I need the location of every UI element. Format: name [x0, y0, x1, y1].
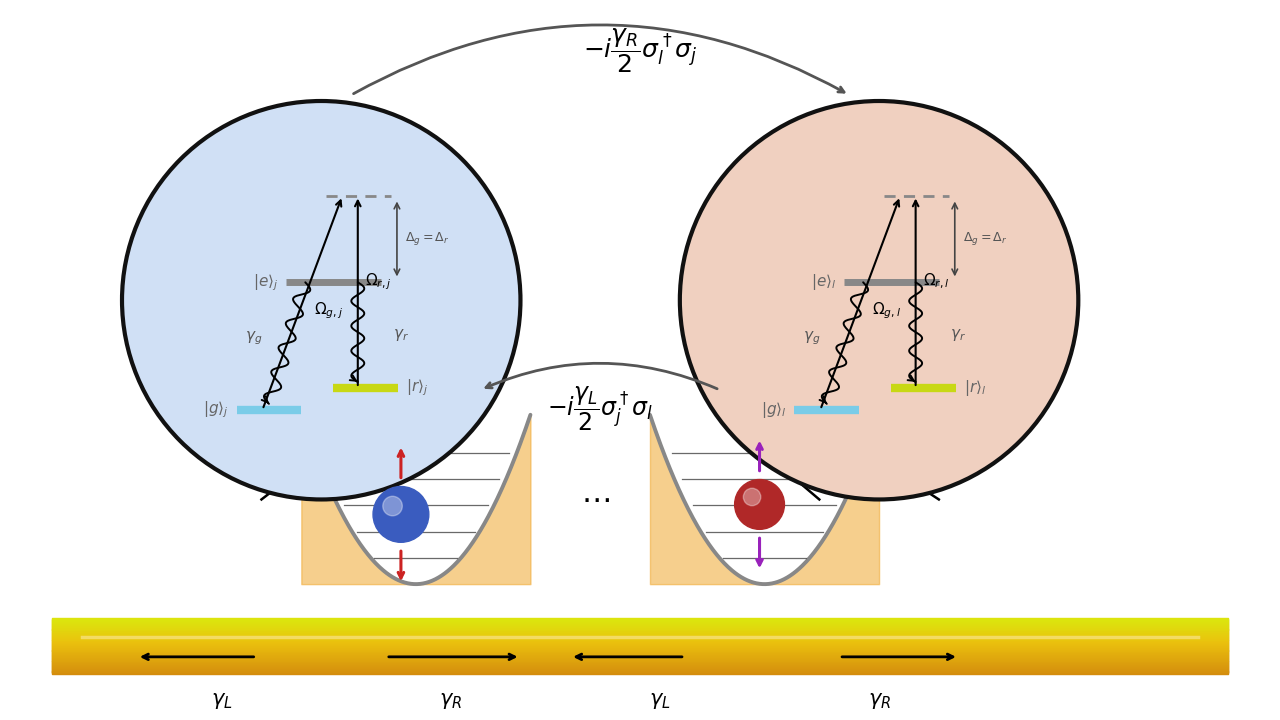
Text: $|e\rangle_l$: $|e\rangle_l$ — [810, 272, 836, 292]
Text: $|r\rangle_l$: $|r\rangle_l$ — [964, 378, 986, 398]
Text: $-i\dfrac{\gamma_R}{2}\sigma_l^\dagger \sigma_j$: $-i\dfrac{\gamma_R}{2}\sigma_l^\dagger \… — [582, 27, 698, 75]
Text: $\Omega_{g,j}$: $\Omega_{g,j}$ — [315, 300, 343, 321]
Text: $\gamma_g$: $\gamma_g$ — [803, 329, 820, 347]
Text: $\gamma_L$: $\gamma_L$ — [211, 690, 233, 711]
Text: $|e\rangle_j$: $|e\rangle_j$ — [253, 272, 279, 292]
Text: $\gamma_r$: $\gamma_r$ — [393, 327, 408, 343]
Text: $\Omega_{g,l}$: $\Omega_{g,l}$ — [872, 300, 901, 321]
Text: $\gamma_r$: $\gamma_r$ — [951, 327, 966, 343]
Text: $\Delta_g=\Delta_r$: $\Delta_g=\Delta_r$ — [404, 230, 449, 248]
Circle shape — [744, 488, 760, 505]
Text: $|g\rangle_l$: $|g\rangle_l$ — [760, 400, 786, 420]
Text: $\gamma_L$: $\gamma_L$ — [649, 690, 671, 711]
Text: $\Omega_{r,l}$: $\Omega_{r,l}$ — [923, 272, 950, 292]
Text: $\gamma_g$: $\gamma_g$ — [244, 329, 262, 347]
Text: $\gamma_R$: $\gamma_R$ — [868, 690, 891, 711]
Circle shape — [122, 101, 521, 500]
Circle shape — [372, 487, 429, 542]
Text: $-i\dfrac{\gamma_L}{2}\sigma_j^\dagger \sigma_l$: $-i\dfrac{\gamma_L}{2}\sigma_j^\dagger \… — [547, 385, 653, 433]
Text: $|r\rangle_j$: $|r\rangle_j$ — [406, 377, 429, 398]
Circle shape — [680, 101, 1078, 500]
Circle shape — [735, 480, 785, 529]
Circle shape — [383, 496, 402, 516]
Text: $\Omega_{r,j}$: $\Omega_{r,j}$ — [365, 271, 392, 292]
Text: $|g\rangle_j$: $|g\rangle_j$ — [202, 400, 229, 420]
Text: $\cdots$: $\cdots$ — [581, 485, 609, 514]
Text: $\Delta_g=\Delta_r$: $\Delta_g=\Delta_r$ — [963, 230, 1007, 248]
Text: $\gamma_R$: $\gamma_R$ — [439, 690, 462, 711]
